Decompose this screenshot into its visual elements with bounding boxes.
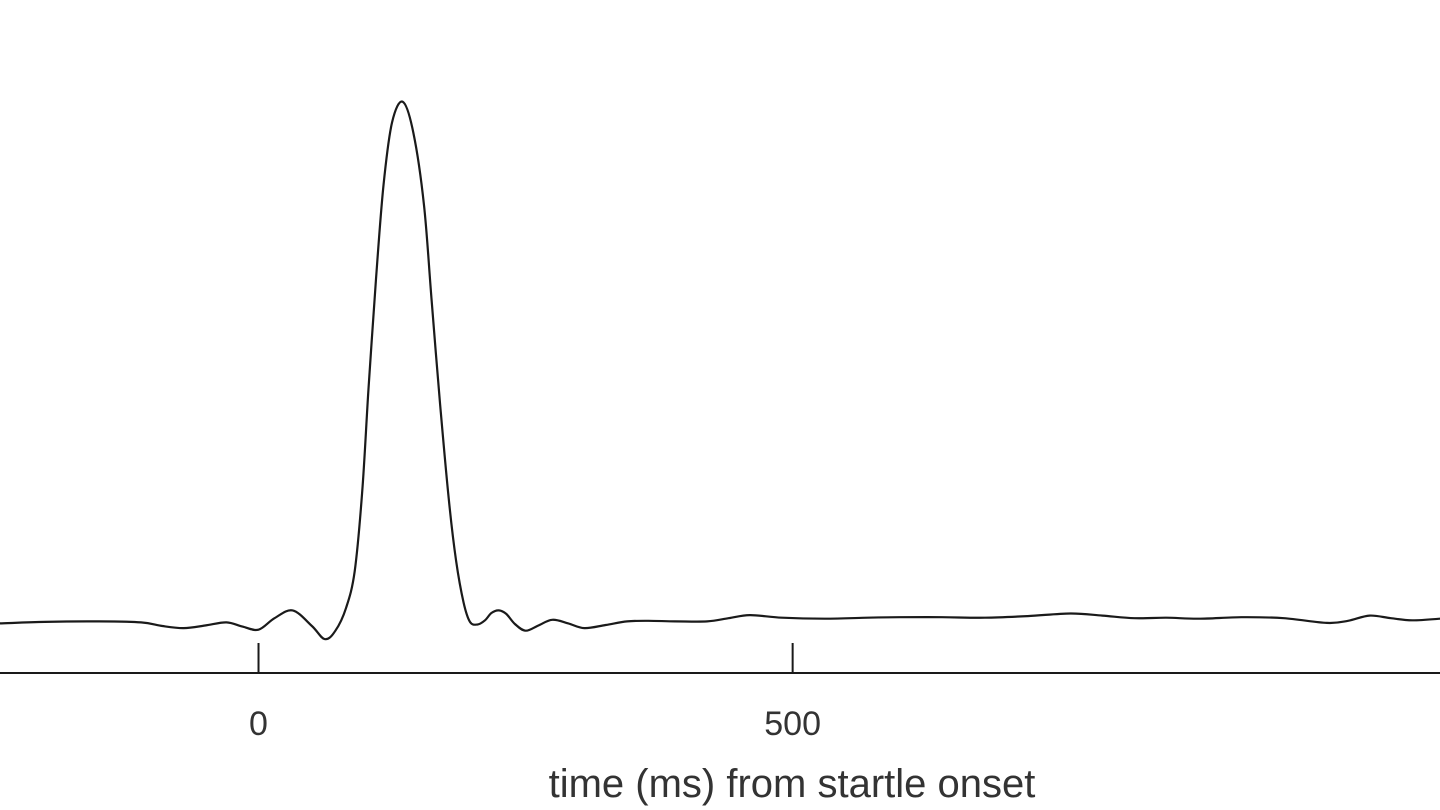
x-axis-ticks: 0 500	[249, 643, 821, 743]
x-axis-title: time (ms) from startle onset	[549, 762, 1036, 806]
series-line	[0, 100, 1440, 641]
x-tick-label: 0	[249, 705, 268, 743]
x-tick-label: 500	[764, 705, 821, 743]
